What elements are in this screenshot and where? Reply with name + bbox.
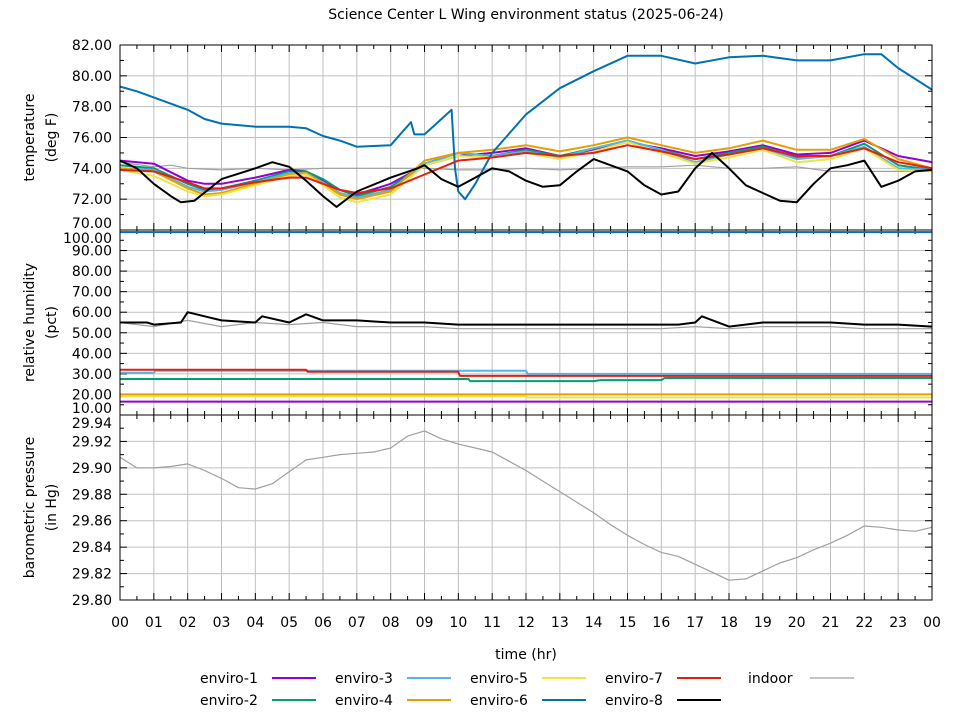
legend-item-enviro-2: enviro-2: [200, 693, 316, 709]
x-tick-label: 12: [517, 615, 535, 631]
y-tick-label: 60.00: [72, 305, 112, 321]
legend-label: enviro-5: [470, 671, 528, 687]
y-tick-label: 100.00: [63, 231, 112, 247]
legend-label: enviro-6: [470, 693, 528, 709]
series-line-enviro-7: [120, 368, 932, 377]
legend-item-enviro-8: enviro-8: [605, 693, 721, 709]
y-tick-label: 29.84: [72, 540, 112, 556]
legend-label: indoor: [748, 671, 793, 687]
y-tick-label: 50.00: [72, 326, 112, 342]
y-tick-label: 70.00: [72, 285, 112, 301]
y-tick-label: 29.92: [72, 434, 112, 450]
y-axis-title: (in Hg): [44, 484, 60, 532]
legend-item-enviro-1: enviro-1: [200, 671, 316, 687]
legend-item-enviro-6: enviro-6: [470, 693, 586, 709]
x-tick-label: 22: [855, 615, 873, 631]
y-axis-title: (deg F): [44, 113, 60, 163]
y-tick-label: 72.00: [72, 192, 112, 208]
x-tick-label: 14: [585, 615, 603, 631]
y-axis-title: relative humidity: [22, 263, 38, 382]
x-tick-label: 05: [280, 615, 298, 631]
y-axis-title: barometric pressure: [22, 437, 38, 578]
x-tick-label: 01: [145, 615, 163, 631]
y-tick-label: 80.00: [72, 264, 112, 280]
chart-title: Science Center L Wing environment status…: [328, 7, 724, 23]
x-tick-label: 02: [179, 615, 197, 631]
y-tick-label: 29.82: [72, 567, 112, 583]
plot-frame: [119, 414, 933, 601]
series-group: [120, 53, 932, 208]
panels: 72.00 74.00 76.00 78.00 80.00 82.00 temperatur…: [22, 38, 933, 609]
x-axis-title: time (hr): [495, 647, 557, 663]
y-axis-title: temperature: [22, 94, 38, 182]
y-tick-label: 40.00: [72, 346, 112, 362]
series-line-indoor: [120, 161, 932, 172]
x-tick-label: 23: [889, 615, 907, 631]
series-line-enviro-5: [120, 141, 932, 204]
legend-item-enviro-5: enviro-5: [470, 671, 586, 687]
panel-pressure: 29.80 29.82 29.84 29.86 29.88 29.90 29.92 barom…: [22, 414, 933, 609]
legend-label: enviro-1: [200, 671, 258, 687]
series-line-enviro-6: [120, 53, 932, 201]
x-tick-label: 07: [348, 615, 366, 631]
y-tick-label: 10.00: [72, 401, 112, 417]
legend-label: enviro-2: [200, 693, 258, 709]
x-tick-label: 04: [246, 615, 264, 631]
panel-humidity: 20.00 30.00 40.00 50.00 60.00 70.00 80.00 90.00…: [22, 229, 933, 416]
y-tick-label: 29.94: [72, 416, 112, 432]
series-line-enviro-7: [120, 144, 932, 194]
y-tick-label: 74.00: [72, 161, 112, 177]
x-tick-label: 13: [551, 615, 569, 631]
x-tick-label: 19: [754, 615, 772, 631]
series-line-enviro-5: [120, 395, 932, 399]
y-tick-label: 29.90: [72, 461, 112, 477]
series-line-enviro-8: [120, 151, 932, 208]
y-tick-label: 90.00: [72, 244, 112, 260]
series-line-enviro-2: [120, 377, 932, 383]
x-tick-label: 17: [686, 615, 704, 631]
legend-label: enviro-4: [335, 693, 393, 709]
y-tick-label: 29.88: [72, 487, 112, 503]
x-tick-label: 10: [449, 615, 467, 631]
legend-label: enviro-3: [335, 671, 393, 687]
y-tick-label: 70.00: [72, 216, 112, 232]
y-axis-title: (pct): [44, 306, 60, 339]
x-tick-label: 00: [111, 615, 129, 631]
series-line-enviro-8: [120, 311, 932, 328]
series-group: [120, 430, 932, 581]
y-tick-label: 20.00: [72, 387, 112, 403]
panel-temperature: 72.00 74.00 76.00 78.00 80.00 82.00 temperatur…: [22, 38, 933, 231]
legend-item-enviro-3: enviro-3: [335, 671, 451, 687]
series-line-enviro-4: [120, 136, 932, 201]
x-tick-label: 15: [619, 615, 637, 631]
legend-item-enviro-4: enviro-4: [335, 693, 451, 709]
y-tick-label: 78.00: [72, 100, 112, 116]
x-tick-label: 08: [382, 615, 400, 631]
y-tick-label: 76.00: [72, 131, 112, 147]
x-tick-label: 20: [788, 615, 806, 631]
legend-item-indoor: indoor: [748, 671, 854, 687]
y-tick-label: 80.00: [72, 69, 112, 85]
x-tick-labels: 00 01 02 03 04 05 06 07 08 09 10 11 12 13 14 15 16 17 18 19…: [111, 615, 941, 631]
y-tick-label: 82.00: [72, 38, 112, 54]
legend: enviro-1 enviro-2 enviro-3 enviro-4 enviro-5…: [200, 671, 854, 709]
y-tick-label: 29.86: [72, 514, 112, 530]
x-tick-label: 11: [483, 615, 501, 631]
x-tick-label: 00: [923, 615, 941, 631]
legend-item-enviro-7: enviro-7: [605, 671, 721, 687]
x-tick-label: 06: [314, 615, 332, 631]
series-group: [120, 231, 932, 403]
y-tick-label: 29.80: [72, 593, 112, 609]
x-tick-label: 21: [822, 615, 840, 631]
x-tick-label: 16: [652, 615, 670, 631]
x-tick-label: 18: [720, 615, 738, 631]
y-tick-label: 30.00: [72, 367, 112, 383]
legend-label: enviro-8: [605, 693, 663, 709]
x-tick-label: 03: [213, 615, 231, 631]
x-tick-label: 09: [416, 615, 434, 631]
legend-label: enviro-7: [605, 671, 663, 687]
